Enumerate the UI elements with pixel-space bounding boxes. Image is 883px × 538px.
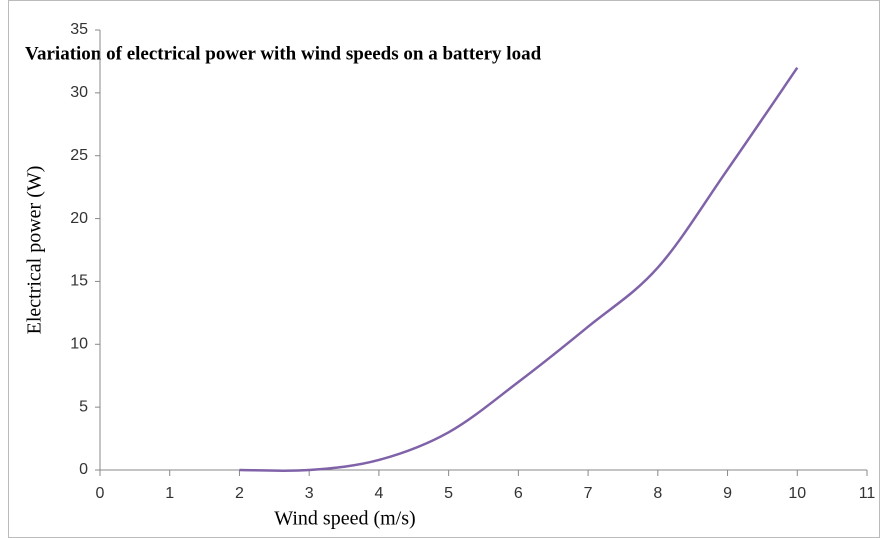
x-tick-label: 5 — [444, 485, 453, 502]
y-axis-label: Electrical power (W) — [24, 166, 46, 335]
x-tick-label: 4 — [374, 485, 383, 502]
x-tick-label: 8 — [653, 485, 662, 502]
x-axis-label: Wind speed (m/s) — [274, 508, 415, 530]
chart-frame — [8, 0, 880, 538]
data-line — [239, 67, 799, 472]
y-tick-label: 20 — [70, 210, 88, 227]
x-tick-label: 6 — [514, 485, 523, 502]
x-tick-label: 11 — [859, 485, 876, 502]
x-tick-label: 9 — [723, 485, 732, 502]
chart-title: Variation of electrical power with wind … — [25, 43, 542, 64]
y-tick-label: 5 — [79, 398, 88, 415]
y-tick-label: 0 — [79, 461, 88, 478]
y-tick-label: 10 — [70, 336, 88, 353]
x-tick-label: 10 — [788, 485, 806, 502]
y-tick-label: 30 — [70, 84, 88, 101]
y-tick-label: 25 — [70, 147, 88, 164]
x-tick-label: 3 — [305, 485, 314, 502]
x-tick-label: 7 — [584, 485, 593, 502]
x-tick-label: 0 — [96, 485, 105, 502]
x-tick-label: 1 — [165, 485, 174, 502]
y-tick-label: 15 — [70, 273, 88, 290]
y-tick-label: 35 — [70, 21, 88, 38]
x-tick-label: 2 — [235, 485, 244, 502]
